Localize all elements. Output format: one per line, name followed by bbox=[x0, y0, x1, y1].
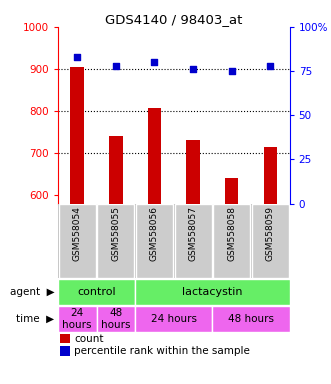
Bar bbox=[109, 136, 122, 204]
Text: GSM558057: GSM558057 bbox=[189, 206, 198, 261]
Bar bbox=[58, 279, 135, 305]
Point bbox=[268, 63, 273, 69]
Text: agent  ▶: agent ▶ bbox=[10, 287, 55, 297]
Point bbox=[113, 63, 118, 69]
Bar bbox=[59, 204, 96, 278]
Text: time  ▶: time ▶ bbox=[17, 314, 55, 324]
Text: percentile rank within the sample: percentile rank within the sample bbox=[74, 346, 250, 356]
Bar bbox=[148, 108, 161, 204]
Bar bbox=[97, 204, 134, 278]
Text: 24 hours: 24 hours bbox=[151, 314, 197, 324]
Bar bbox=[97, 306, 135, 332]
Text: 48 hours: 48 hours bbox=[228, 314, 274, 324]
Text: count: count bbox=[74, 334, 104, 344]
Bar bbox=[71, 67, 84, 204]
Text: GSM558056: GSM558056 bbox=[150, 206, 159, 261]
Text: control: control bbox=[77, 287, 116, 297]
Bar bbox=[60, 334, 70, 343]
Text: lactacystin: lactacystin bbox=[182, 287, 243, 297]
Bar bbox=[213, 306, 290, 332]
Text: 48
hours: 48 hours bbox=[101, 308, 131, 329]
Bar bbox=[252, 204, 289, 278]
Text: GSM558058: GSM558058 bbox=[227, 206, 236, 261]
Point bbox=[74, 54, 80, 60]
Title: GDS4140 / 98403_at: GDS4140 / 98403_at bbox=[105, 13, 243, 26]
Bar bbox=[135, 279, 290, 305]
Bar bbox=[136, 204, 173, 278]
Bar bbox=[60, 346, 70, 356]
Bar bbox=[225, 178, 238, 204]
Bar bbox=[213, 204, 250, 278]
Bar bbox=[186, 141, 200, 204]
Bar bbox=[263, 147, 277, 204]
Text: GSM558054: GSM558054 bbox=[73, 206, 82, 261]
Point bbox=[152, 59, 157, 65]
Bar bbox=[135, 306, 213, 332]
Point bbox=[190, 66, 196, 72]
Point bbox=[229, 68, 234, 74]
Text: 24
hours: 24 hours bbox=[63, 308, 92, 329]
Text: GSM558059: GSM558059 bbox=[266, 206, 275, 261]
Bar bbox=[174, 204, 212, 278]
Text: GSM558055: GSM558055 bbox=[111, 206, 120, 261]
Bar bbox=[58, 306, 97, 332]
